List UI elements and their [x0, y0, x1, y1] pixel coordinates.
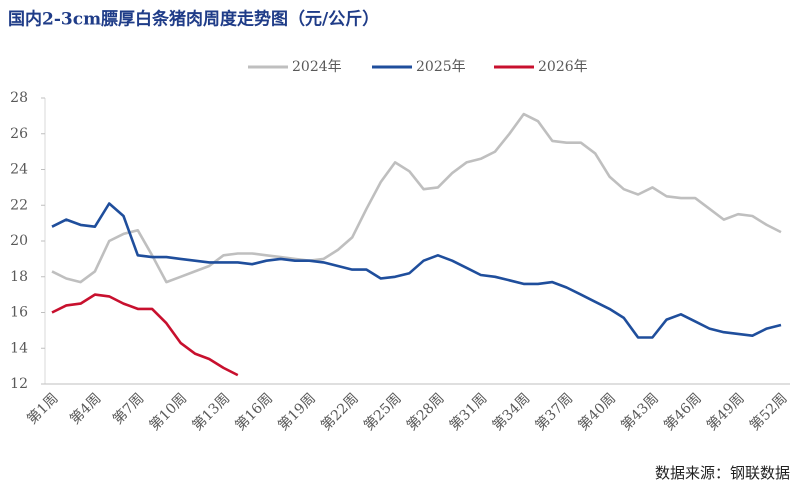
legend-label: 2026年: [538, 59, 588, 75]
chart-title: 国内2-3cm膘厚白条猪肉周度走势图（元/公斤）: [8, 9, 379, 30]
x-tick-label: 第25周: [360, 390, 404, 434]
legend-label: 2024年: [292, 59, 342, 75]
x-tick-label: 第4周: [66, 390, 104, 428]
y-tick-label: 20: [10, 233, 28, 249]
x-tick-label: 第19周: [275, 390, 319, 434]
x-tick-label: 第37周: [532, 390, 576, 434]
legend-label: 2025年: [416, 59, 466, 75]
series-line: [51, 112, 782, 284]
x-tick-label: 第34周: [489, 390, 533, 434]
y-tick-label: 14: [10, 340, 28, 356]
x-tick-label: 第10周: [146, 390, 190, 434]
y-tick-label: 18: [10, 269, 28, 285]
x-tick-label: 第43周: [618, 390, 662, 434]
series-line: [51, 293, 239, 377]
series-line: [51, 202, 782, 339]
y-tick-label: 22: [10, 197, 28, 213]
x-tick-label: 第22周: [317, 390, 361, 434]
x-tick-label: 第28周: [403, 390, 447, 434]
y-tick-label: 26: [10, 126, 28, 142]
x-tick-label: 第16周: [232, 390, 276, 434]
x-tick-label: 第46周: [660, 390, 704, 434]
x-tick-label: 第13周: [189, 390, 233, 434]
x-tick-label: 第49周: [703, 390, 747, 434]
x-tick-label: 第7周: [109, 390, 147, 428]
x-tick-label: 第31周: [446, 390, 490, 434]
y-tick-label: 24: [10, 162, 28, 178]
x-tick-label: 第1周: [24, 390, 62, 428]
y-tick-label: 28: [10, 90, 28, 106]
x-tick-label: 第40周: [575, 390, 619, 434]
y-tick-label: 12: [10, 376, 28, 392]
source: 数据来源：钢联数据: [655, 464, 790, 482]
x-tick-label: 第52周: [746, 390, 790, 434]
y-tick-label: 16: [10, 305, 28, 321]
